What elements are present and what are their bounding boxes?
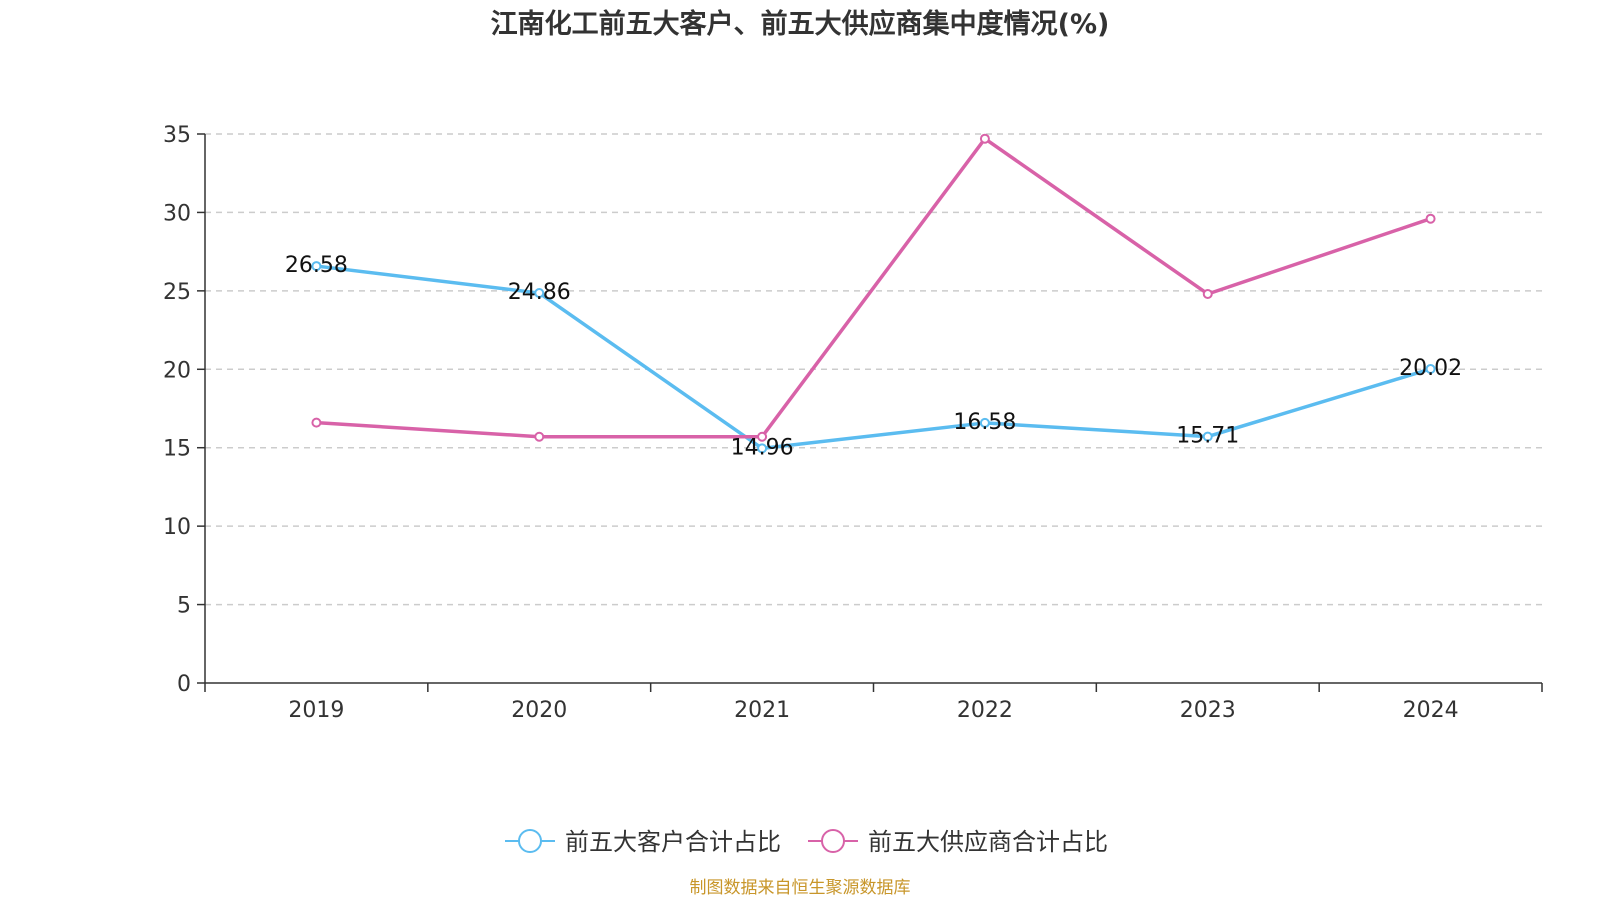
data-point[interactable] (1202, 431, 1213, 442)
data-labels: 26.58 24.86 14.96 16.58 15.71 20.02 (285, 253, 1462, 460)
chart-title: 江南化工前五大客户、前五大供应商集中度情况(%) (491, 8, 1110, 40)
data-label: 26.58 (285, 253, 348, 278)
data-point[interactable] (1425, 363, 1436, 374)
data-label: 20.02 (1399, 356, 1462, 381)
y-tick-label: 15 (163, 437, 191, 462)
axes (204, 134, 1542, 684)
x-tick-label: 2023 (1180, 698, 1236, 723)
y-ticks: 0 5 10 15 20 25 30 35 (163, 123, 205, 697)
data-point[interactable] (1202, 288, 1213, 299)
series (311, 133, 1436, 454)
data-point[interactable] (534, 431, 545, 442)
data-label: 16.58 (953, 410, 1016, 435)
data-point[interactable] (311, 417, 322, 428)
data-point[interactable] (979, 133, 990, 144)
legend-label: 前五大客户合计占比 (565, 828, 781, 856)
legend-marker-icon (518, 829, 542, 853)
data-label: 14.96 (731, 435, 794, 460)
legend[interactable]: 前五大客户合计占比 前五大供应商合计占比 (505, 828, 1108, 856)
grid (205, 133, 1542, 606)
y-tick-label: 30 (163, 201, 191, 226)
y-tick-label: 20 (163, 358, 191, 383)
legend-item-1[interactable]: 前五大客户合计占比 (505, 828, 781, 856)
x-tick-label: 2021 (734, 698, 790, 723)
data-label: 24.86 (508, 280, 571, 305)
y-tick-label: 0 (177, 672, 191, 697)
legend-label: 前五大供应商合计占比 (868, 828, 1108, 856)
data-point[interactable] (311, 261, 322, 272)
data-point[interactable] (757, 443, 768, 454)
data-point[interactable] (757, 431, 768, 442)
y-tick-label: 35 (163, 123, 191, 148)
source-note: 制图数据来自恒生聚源数据库 (690, 878, 911, 898)
legend-marker-icon (821, 829, 845, 853)
x-tick-label: 2019 (288, 698, 344, 723)
x-tick-label: 2020 (511, 698, 567, 723)
data-point[interactable] (979, 417, 990, 428)
data-label: 15.71 (1176, 424, 1239, 449)
data-point[interactable] (1425, 213, 1436, 224)
y-tick-label: 25 (163, 280, 191, 305)
y-tick-label: 10 (163, 515, 191, 540)
series-line-1 (316, 264, 1432, 451)
x-tick-label: 2024 (1403, 698, 1459, 723)
legend-item-2[interactable]: 前五大供应商合计占比 (808, 828, 1108, 856)
x-tick-label: 2022 (957, 698, 1013, 723)
x-ticks: 2019 2020 2021 2022 2023 2024 (204, 683, 1543, 723)
data-point[interactable] (534, 288, 545, 299)
y-tick-label: 5 (177, 594, 191, 619)
series-line-2 (316, 136, 1432, 439)
